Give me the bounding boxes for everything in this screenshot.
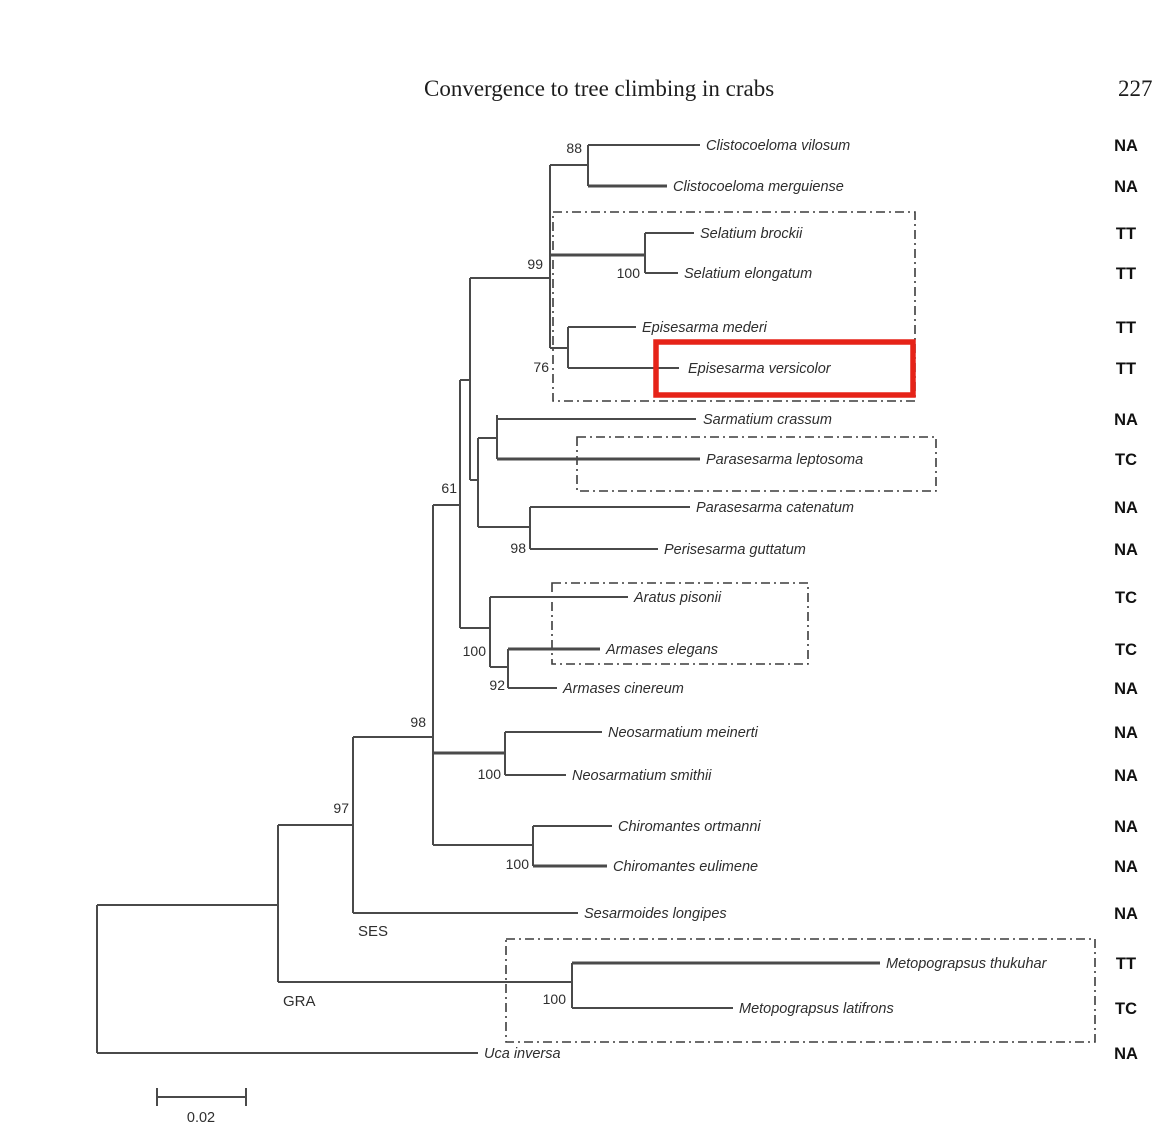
habit-label-sarmatium-crassum: NA — [1114, 411, 1138, 429]
habit-label-selatium-brockii: TT — [1116, 225, 1136, 243]
bootstrap-value: 100 — [478, 766, 502, 782]
bootstrap-value: 100 — [506, 856, 530, 872]
species-label-chiromantes-eulimene: Chiromantes eulimene — [613, 859, 758, 875]
species-label-uca-inversa: Uca inversa — [484, 1046, 561, 1062]
habit-label-metopograpsus-thukuhar: TT — [1116, 955, 1136, 973]
species-label-armases-elegans: Armases elegans — [605, 642, 718, 658]
habit-label-clistocoeloma-merguiense: NA — [1114, 178, 1138, 196]
species-label-metopograpsus-thukuhar: Metopograpsus thukuhar — [886, 956, 1048, 972]
bootstrap-value: 100 — [543, 991, 567, 1007]
species-label-selatium-elongatum: Selatium elongatum — [684, 266, 812, 282]
species-label-episesarma-mederi: Episesarma mederi — [642, 320, 768, 336]
species-label-clistocoeloma-merguiense: Clistocoeloma merguiense — [673, 179, 844, 195]
species-label-parasesarma-catenatum: Parasesarma catenatum — [696, 500, 854, 516]
habit-label-metopograpsus-latifrons: TC — [1115, 1000, 1137, 1018]
habit-label-armases-cinereum: NA — [1114, 680, 1138, 698]
species-label-selatium-brockii: Selatium brockii — [700, 226, 803, 242]
running-head-title: Convergence to tree climbing in crabs — [424, 76, 775, 101]
habit-label-parasesarma-catenatum: NA — [1114, 499, 1138, 517]
bootstrap-value: 99 — [527, 256, 543, 272]
habit-label-perisesarma-guttatum: NA — [1114, 541, 1138, 559]
habit-label-aratus-pisonii: TC — [1115, 589, 1137, 607]
habit-label-selatium-elongatum: TT — [1116, 265, 1136, 283]
species-label-metopograpsus-latifrons: Metopograpsus latifrons — [739, 1001, 894, 1017]
species-label-chiromantes-ortmanni: Chiromantes ortmanni — [618, 819, 761, 835]
bootstrap-value: 98 — [410, 714, 426, 730]
bootstrap-value: 76 — [533, 359, 549, 375]
bootstrap-value: 92 — [489, 677, 505, 693]
species-label-neosarmatium-smithii: Neosarmatium smithii — [572, 768, 712, 784]
aratus-armases-group-box — [551, 582, 809, 665]
habit-label-episesarma-versicolor: TT — [1116, 360, 1136, 378]
bootstrap-value: 61 — [441, 480, 457, 496]
habit-label-sesarmoides-longipes: NA — [1114, 905, 1138, 923]
habit-label-chiromantes-ortmanni: NA — [1114, 818, 1138, 836]
highlight-box-episesarma-versicolor — [653, 339, 916, 398]
clade-label-gra: GRA — [283, 993, 316, 1010]
habit-label-episesarma-mederi: TT — [1116, 319, 1136, 337]
species-label-parasesarma-leptosoma: Parasesarma leptosoma — [706, 452, 863, 468]
clade-label-ses: SES — [358, 923, 388, 940]
page-number: 227 — [1118, 76, 1153, 101]
species-label-perisesarma-guttatum: Perisesarma guttatum — [664, 542, 806, 558]
parasesarma-leptosoma-group-box — [576, 436, 937, 492]
bootstrap-value: 100 — [617, 265, 641, 281]
species-label-armases-cinereum: Armases cinereum — [562, 681, 684, 697]
metopograpsus-group-box — [505, 938, 1096, 1043]
habit-label-neosarmatium-meinerti: NA — [1114, 724, 1138, 742]
bootstrap-value: 97 — [333, 800, 349, 816]
selatium-episesarma-group-box — [552, 211, 916, 402]
species-label-neosarmatium-meinerti: Neosarmatium meinerti — [608, 725, 759, 741]
scale-bar-label: 0.02 — [187, 1110, 215, 1125]
species-label-episesarma-versicolor: Episesarma versicolor — [688, 361, 832, 377]
habit-label-armases-elegans: TC — [1115, 641, 1137, 659]
habit-label-chiromantes-eulimene: NA — [1114, 858, 1138, 876]
species-label-sarmatium-crassum: Sarmatium crassum — [703, 412, 832, 428]
bootstrap-value: 98 — [510, 540, 526, 556]
habit-label-neosarmatium-smithii: NA — [1114, 767, 1138, 785]
habit-label-parasesarma-leptosoma: TC — [1115, 451, 1137, 469]
habit-label-clistocoeloma-vilosum: NA — [1114, 137, 1138, 155]
species-label-sesarmoides-longipes: Sesarmoides longipes — [584, 906, 727, 922]
habit-label-uca-inversa: NA — [1114, 1045, 1138, 1063]
species-label-aratus-pisonii: Aratus pisonii — [633, 590, 722, 606]
bootstrap-value: 100 — [463, 643, 487, 659]
bootstrap-value: 88 — [566, 140, 582, 156]
species-label-clistocoeloma-vilosum: Clistocoeloma vilosum — [706, 138, 850, 154]
